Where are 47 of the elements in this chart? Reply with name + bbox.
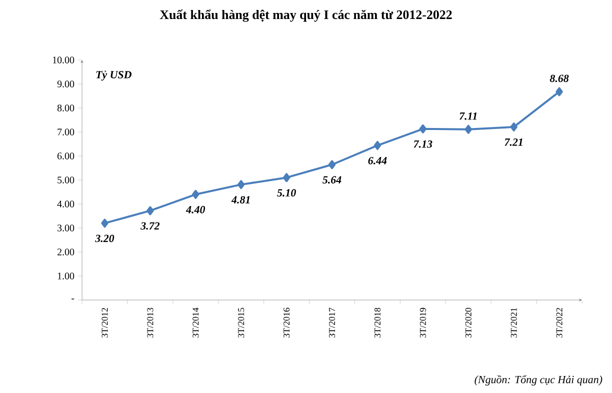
data-label: 3.20: [95, 234, 114, 242]
point: [146, 206, 154, 216]
data-label: 8.68: [550, 74, 569, 82]
point: [464, 124, 472, 134]
x-tick-label: 3T/2017: [328, 308, 336, 338]
x-tick-label: 3T/2020: [465, 308, 472, 338]
y-tick-label: 3.00: [58, 224, 74, 232]
point: [510, 122, 518, 132]
point: [282, 173, 290, 182]
x-tick-label: 3T/2021: [510, 308, 517, 338]
point: [328, 160, 336, 170]
x-tick-label: 3T/2015: [238, 308, 244, 338]
y-axis-title: Tỷ USD: [96, 70, 132, 81]
point: [556, 87, 563, 96]
x-tick-label: 3T/2022: [556, 308, 562, 338]
point: [419, 124, 427, 134]
data-label: 3.72: [140, 222, 160, 230]
y-tick-label: 7.00: [58, 128, 74, 136]
x-tick-label: 3T/2013: [147, 308, 154, 338]
point: [237, 180, 245, 190]
x-tick-label: 3T/2012: [102, 308, 108, 338]
point: [101, 218, 108, 228]
y-tick-label: 6.00: [57, 152, 74, 160]
x-tick-label: 3T/2018: [374, 308, 380, 338]
x-tick-label: 3T/2019: [420, 308, 426, 338]
x-tick-label: 3T/2016: [284, 308, 290, 338]
y-tick-label: 5.00: [58, 176, 74, 184]
data-label: 6.44: [368, 156, 387, 164]
y-tick-label: 2.00: [57, 248, 74, 256]
data-label: 4.40: [186, 206, 206, 214]
y-tick-label: 1.00: [58, 272, 74, 280]
y-tick-label: 4.00: [57, 200, 74, 208]
text: (Nguồn: Tổng cục Hải quan): [474, 375, 602, 386]
x-tick-label: 3T/2014: [192, 308, 199, 338]
data-label: 5.10: [277, 189, 296, 197]
y-tick-label: 9.00: [57, 80, 74, 88]
point: [374, 140, 382, 150]
y-tick-label: -: [72, 298, 74, 300]
data-label: 5.64: [322, 176, 342, 184]
y-tick-label: 8.00: [57, 104, 74, 112]
data-label: 4.81: [231, 196, 250, 204]
point: [192, 190, 200, 199]
y-tick-label: 10.00: [52, 56, 74, 64]
data-label: 7.13: [414, 140, 432, 148]
chart-title: Xuất khẩu hàng dệt may quý I các năm từ 2012-2022: [160, 10, 452, 22]
data-label: 7.11: [460, 112, 477, 120]
data-label: 7.21: [504, 138, 522, 146]
